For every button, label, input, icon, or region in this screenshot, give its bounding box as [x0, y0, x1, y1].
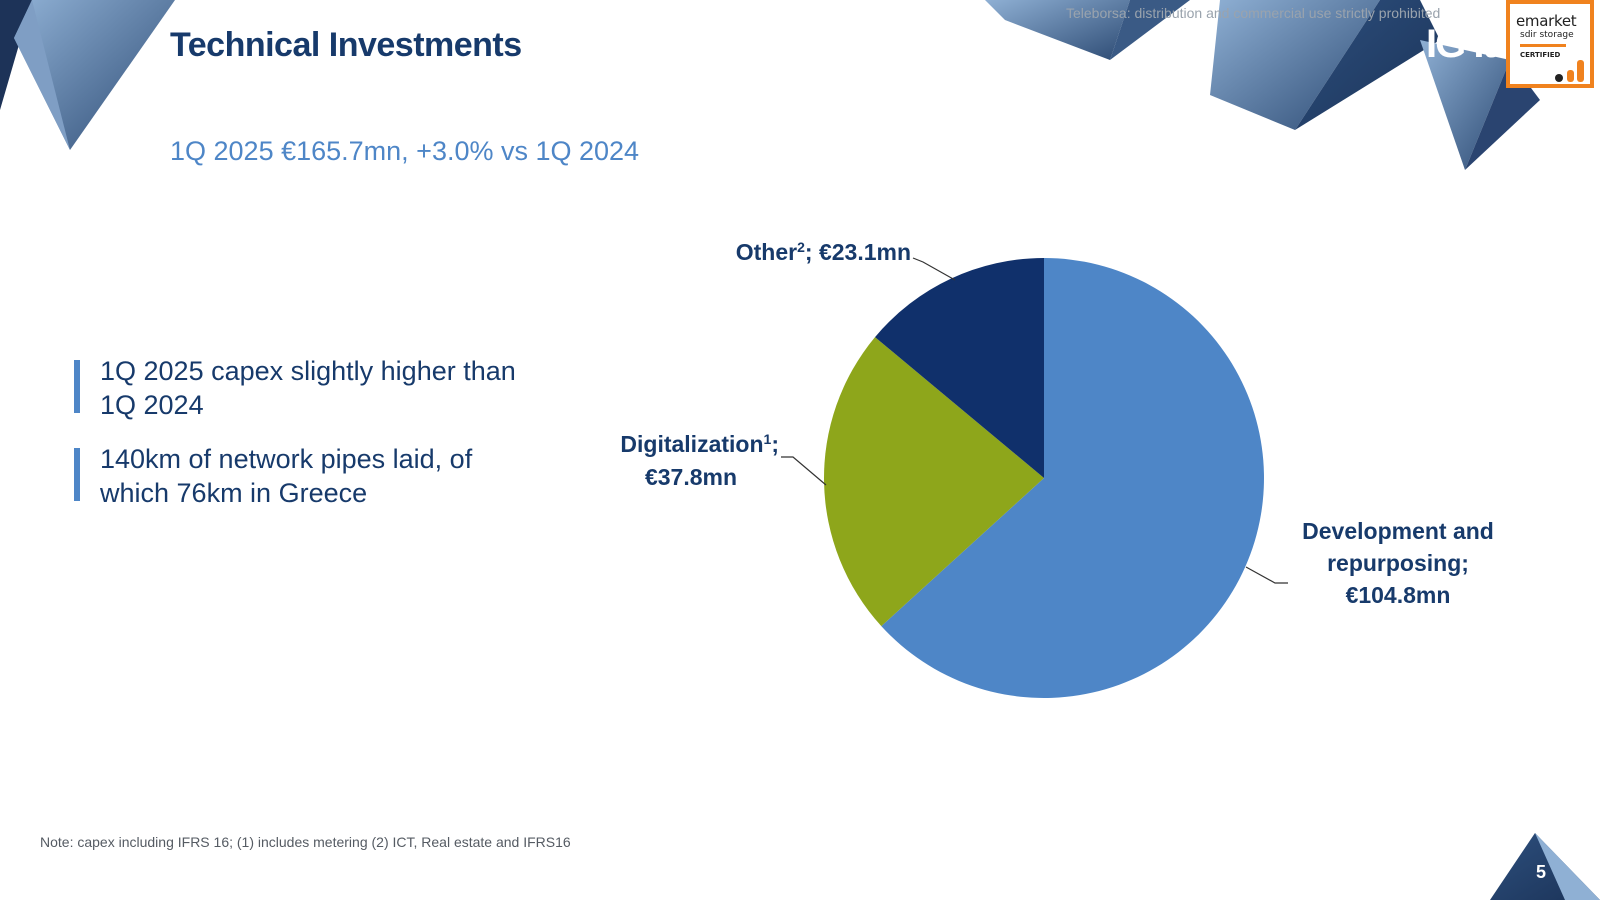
label-digitalization-sep: ;: [771, 431, 779, 457]
emarket-certified-badge: emarket sdir storage CERTIFIED: [1506, 0, 1594, 88]
label-development-line2: repurposing;: [1327, 550, 1469, 576]
badge-bar: [1520, 44, 1566, 47]
leader-line-other: [912, 257, 956, 281]
badge-line2: sdir storage: [1520, 30, 1574, 40]
leader-line-digitalization: [781, 456, 827, 486]
company-logo: IG Ita: [1426, 22, 1516, 66]
page-title: Technical Investments: [170, 26, 522, 64]
slice-label-other: Other2; €23.1mn: [736, 239, 911, 265]
pie-slice-development: [881, 258, 1264, 698]
label-development-value: €104.8mn: [1346, 582, 1451, 608]
pie-slice-digitalization: [823, 337, 1044, 627]
label-digitalization-footnote: 1: [764, 431, 772, 447]
pie-slices: [823, 258, 1264, 698]
leader-line-development: [1245, 566, 1288, 584]
label-digitalization-name: Digitalization: [620, 431, 763, 457]
page-number: 5: [1536, 862, 1547, 882]
label-other-footnote: 2: [797, 239, 805, 255]
label-digitalization-value: €37.8mn: [645, 464, 737, 490]
badge-line1: emarket: [1516, 12, 1577, 30]
footnote: Note: capex including IFRS 16; (1) inclu…: [40, 834, 571, 850]
pie-slice-other: [875, 258, 1044, 478]
page-subtitle: 1Q 2025 €165.7mn, +3.0% vs 1Q 2024: [170, 136, 640, 166]
badge-line3: CERTIFIED: [1520, 51, 1561, 59]
label-other-value: ; €23.1mn: [805, 239, 911, 265]
signal-bars-icon: [1555, 60, 1584, 82]
bullet-list: 1Q 2025 capex slightly higher than 1Q 20…: [74, 354, 534, 530]
label-other-name: Other: [736, 239, 797, 265]
bullet-item: 140km of network pipes laid, of which 76…: [74, 442, 534, 510]
label-development-line1: Development and: [1302, 518, 1494, 544]
watermark-text: Teleborsa: distribution and commercial u…: [1066, 5, 1441, 21]
slice-label-digitalization: Digitalization1;: [620, 431, 779, 457]
bullet-item: 1Q 2025 capex slightly higher than 1Q 20…: [74, 354, 534, 422]
